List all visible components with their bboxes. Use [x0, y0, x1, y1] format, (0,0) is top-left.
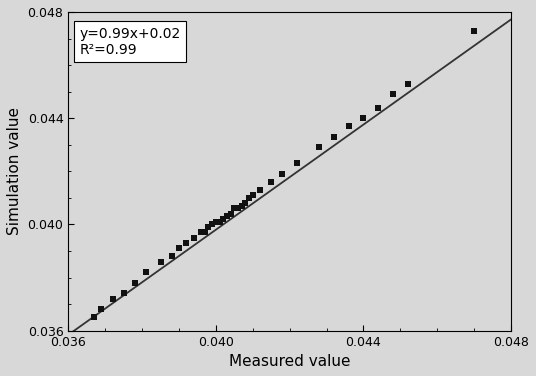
Point	[330, 134, 338, 140]
Point	[234, 205, 242, 211]
Text: y=0.99x+0.02
R²=0.99: y=0.99x+0.02 R²=0.99	[79, 27, 181, 57]
Point	[359, 115, 368, 121]
Point	[374, 105, 383, 111]
Point	[219, 216, 228, 222]
Point	[108, 296, 117, 302]
Point	[404, 80, 412, 86]
Point	[204, 224, 213, 230]
Point	[208, 221, 217, 227]
Point	[197, 229, 205, 235]
Point	[249, 192, 257, 198]
Point	[182, 240, 191, 246]
Point	[90, 314, 99, 320]
Point	[345, 123, 353, 129]
Point	[97, 306, 106, 312]
Point	[156, 259, 165, 265]
Point	[293, 160, 301, 166]
X-axis label: Measured value: Measured value	[229, 354, 351, 369]
Point	[175, 245, 183, 251]
Point	[241, 200, 250, 206]
Point	[256, 187, 264, 193]
Point	[315, 144, 324, 150]
Point	[389, 91, 397, 97]
Point	[245, 195, 254, 201]
Point	[226, 211, 235, 217]
Point	[120, 290, 128, 296]
Point	[189, 235, 198, 241]
Point	[230, 205, 239, 211]
Point	[212, 219, 220, 225]
Point	[215, 219, 224, 225]
Point	[130, 280, 139, 286]
Point	[470, 27, 479, 33]
Y-axis label: Simulation value: Simulation value	[7, 107, 22, 235]
Point	[237, 203, 246, 209]
Point	[200, 229, 209, 235]
Point	[267, 179, 276, 185]
Point	[278, 171, 287, 177]
Point	[142, 269, 150, 275]
Point	[222, 214, 231, 220]
Point	[167, 253, 176, 259]
